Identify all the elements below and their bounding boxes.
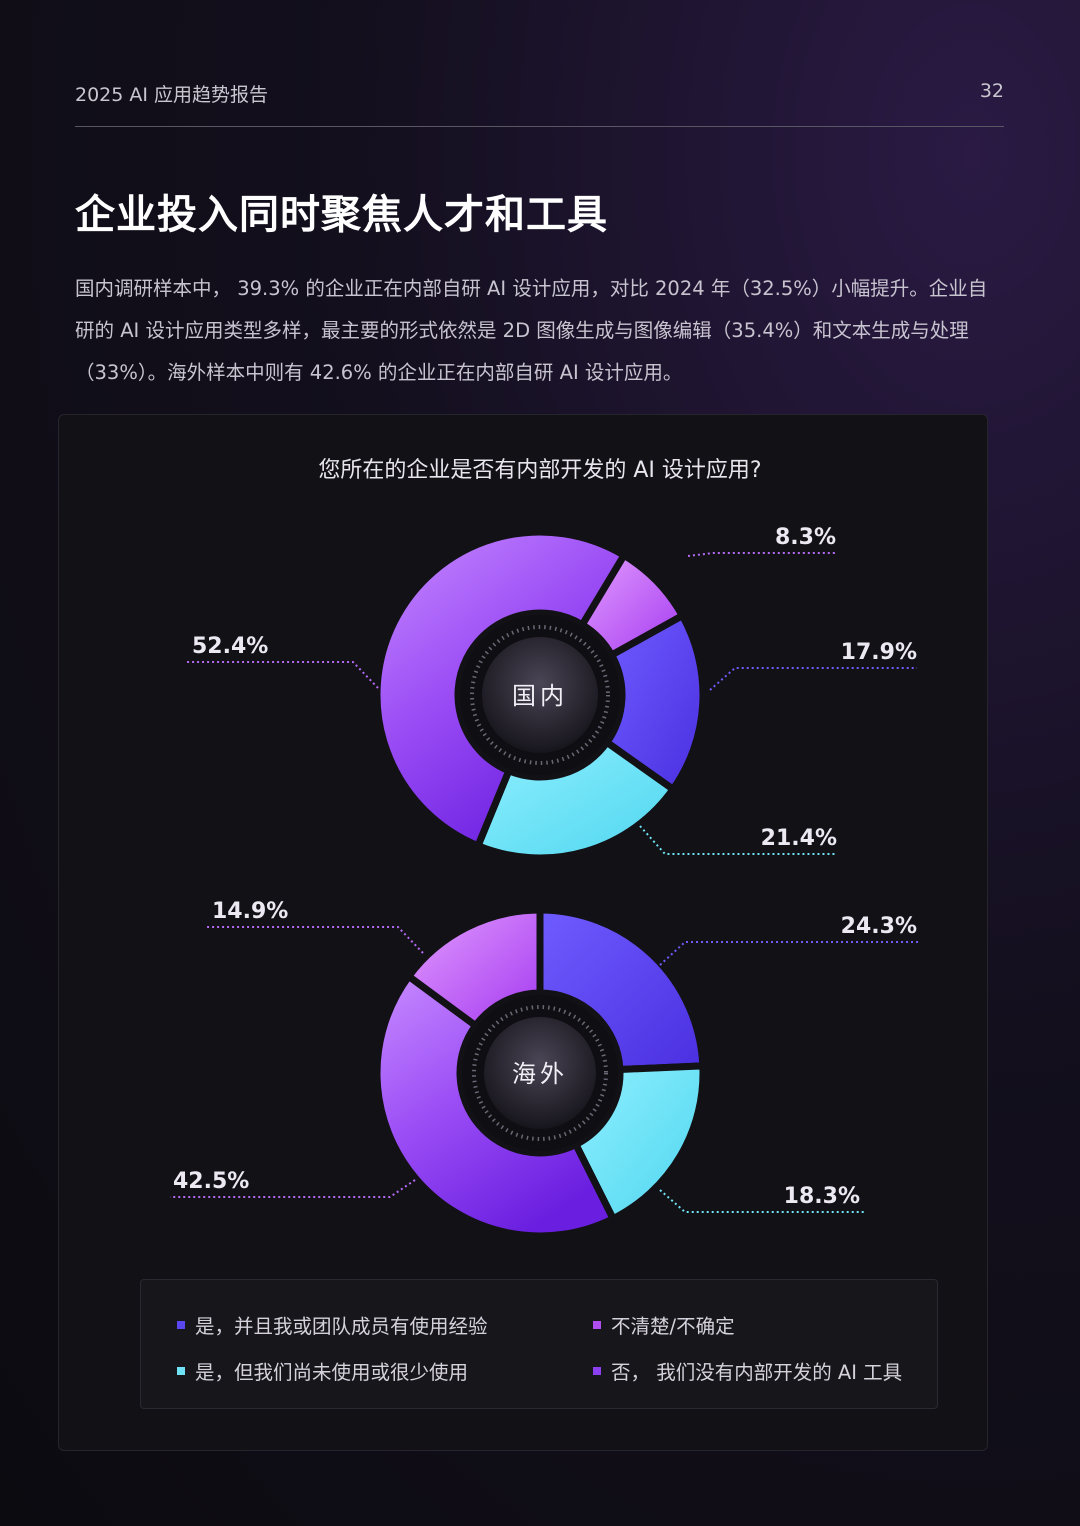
donut-overseas: 24.3% 18.3% 42.5% 14.9% 海外 xyxy=(170,899,920,1240)
data-label: 14.9% xyxy=(212,899,288,924)
legend-label: 是，但我们尚未使用或很少使用 xyxy=(195,1361,469,1384)
slice-yes-used xyxy=(536,906,707,1073)
series-name: 国内 xyxy=(512,682,568,710)
legend-swatch-icon xyxy=(593,1366,601,1375)
data-label: 8.3% xyxy=(775,525,836,550)
legend-label: 不清楚/不确定 xyxy=(611,1315,735,1338)
slice-yes-not-used xyxy=(572,1062,707,1223)
legend-label: 否， 我们没有内部开发的 AI 工具 xyxy=(611,1361,903,1384)
legend-item-no: 否， 我们没有内部开发的 AI 工具 xyxy=(593,1356,902,1385)
data-label: 17.9% xyxy=(841,640,917,665)
legend-swatch-icon xyxy=(593,1320,601,1329)
data-label: 52.4% xyxy=(192,634,268,659)
data-label: 21.4% xyxy=(761,826,837,851)
hub-center xyxy=(482,637,598,753)
leader-line xyxy=(207,926,424,954)
leader-line xyxy=(170,1179,416,1198)
slice-no xyxy=(373,972,617,1240)
slice-unsure xyxy=(405,906,544,1030)
chart-title: 您所在的企业是否有内部开发的 AI 设计应用? xyxy=(318,458,762,483)
legend-item-unsure: 不清楚/不确定 xyxy=(593,1310,735,1339)
leader-line xyxy=(659,1189,866,1213)
data-label: 18.3% xyxy=(784,1184,860,1209)
series-name: 海外 xyxy=(512,1060,568,1088)
slice-no xyxy=(373,528,628,850)
leader-line xyxy=(659,941,920,966)
data-label: 42.5% xyxy=(173,1169,249,1194)
donut-domestic: 8.3% 17.9% 21.4% 52.4% 国内 xyxy=(187,525,917,862)
legend-item-yes-used: 是，并且我或团队成员有使用经验 xyxy=(177,1310,488,1339)
hub-dots xyxy=(472,1005,608,1141)
intro-paragraph: 国内调研样本中， 39.3% 的企业正在内部自研 AI 设计应用，对比 2024… xyxy=(75,277,988,384)
legend-swatch-icon xyxy=(177,1320,185,1329)
slice-yes-used xyxy=(603,612,707,793)
data-label: 24.3% xyxy=(841,914,917,939)
leader-line xyxy=(709,667,917,691)
slice-yes-not-used xyxy=(474,738,677,862)
page-number: 32 xyxy=(979,80,1004,102)
chart-legend: 是，并且我或团队成员有使用经验 不清楚/不确定 是，但我们尚未使用或很少使用 否… xyxy=(140,1279,938,1409)
legend-label: 是，并且我或团队成员有使用经验 xyxy=(195,1315,488,1338)
legend-item-yes-not-used: 是，但我们尚未使用或很少使用 xyxy=(177,1356,468,1385)
leader-line xyxy=(187,661,379,689)
legend-swatch-icon xyxy=(177,1366,185,1375)
report-header: 2025 AI 应用趋势报告 32 xyxy=(75,78,1004,127)
page-heading: 企业投入同时聚焦人才和工具 xyxy=(75,192,608,238)
report-title: 2025 AI 应用趋势报告 xyxy=(75,84,269,106)
leader-line xyxy=(687,552,836,557)
hub-center xyxy=(484,1017,596,1129)
hub-dots xyxy=(470,625,610,765)
